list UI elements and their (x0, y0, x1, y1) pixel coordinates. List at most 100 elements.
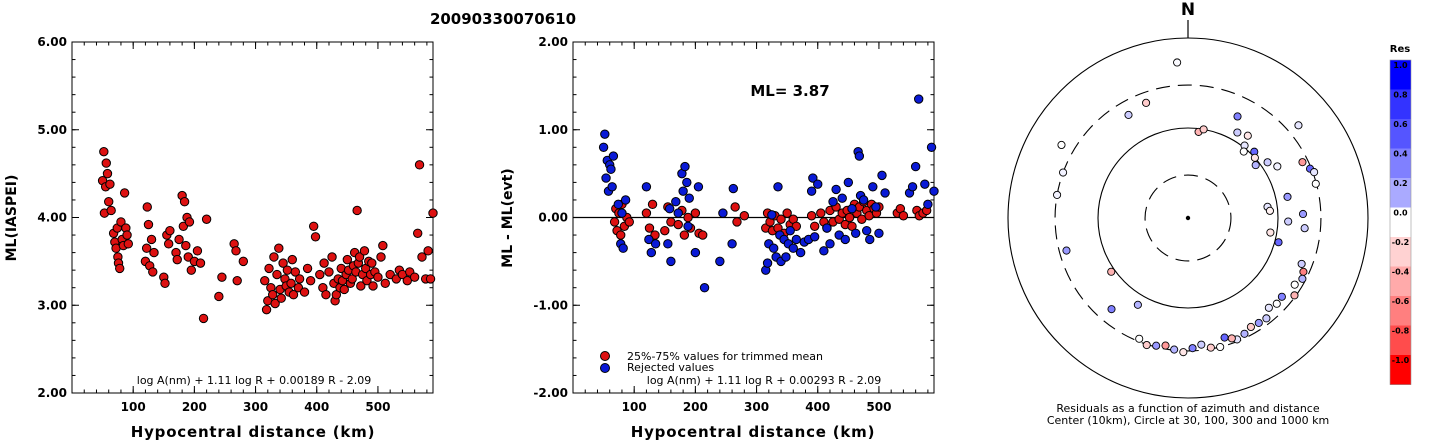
x-tick-label: 300 (744, 400, 769, 414)
data-point (267, 290, 278, 300)
residual-point (1298, 274, 1307, 283)
data-point (730, 202, 740, 212)
data-point (782, 208, 792, 218)
colorbar-swatch (1390, 119, 1411, 149)
data-point (768, 243, 779, 253)
data-point (122, 230, 132, 240)
colorbar-frame (1389, 59, 1412, 385)
data-point (270, 298, 280, 309)
data-point (831, 184, 841, 195)
y-tick-label: 2.00 (37, 386, 67, 400)
y-tick-label: 6.00 (37, 35, 67, 49)
data-point (683, 221, 693, 231)
data-point (601, 173, 611, 183)
data-point (843, 177, 854, 188)
center-point (1185, 215, 1191, 221)
data-point (294, 274, 305, 284)
data-point (608, 151, 619, 161)
data-point (378, 240, 388, 251)
data-point (684, 193, 694, 203)
data-point (600, 129, 610, 139)
data-point (308, 221, 319, 231)
data-point (101, 158, 111, 168)
data-point (646, 247, 657, 258)
data-point (198, 313, 209, 324)
data-point (179, 197, 190, 207)
y-tick-label: 4.00 (37, 211, 67, 225)
colorbar-tick-label: -1.0 (1392, 356, 1410, 365)
data-point (217, 272, 227, 282)
data-point (186, 265, 197, 275)
data-point (690, 247, 701, 258)
data-point (278, 258, 288, 268)
data-point (184, 217, 195, 227)
colorbar-tick-label: 1.0 (1393, 61, 1408, 70)
data-point (260, 275, 270, 286)
colorbar-tick-label: 0.2 (1393, 179, 1407, 188)
colorbar-swatch (1390, 60, 1411, 90)
residual-point (1197, 340, 1206, 349)
data-point (624, 217, 634, 227)
data-point (380, 278, 390, 289)
data-point (809, 221, 820, 231)
data-point (272, 269, 282, 280)
data-point (302, 263, 313, 274)
data-point (376, 252, 386, 262)
residual-point (1266, 228, 1275, 237)
data-point (425, 274, 436, 284)
data-point (356, 281, 366, 291)
colorbar-swatch (1390, 89, 1411, 120)
data-point (315, 269, 325, 280)
data-point (148, 267, 158, 277)
data-point (146, 234, 157, 245)
data-point (321, 290, 331, 300)
residual-point (1170, 345, 1179, 354)
data-point (119, 188, 130, 198)
residual-point (1283, 192, 1292, 201)
data-point (269, 252, 279, 262)
data-point (231, 246, 241, 256)
data-point (287, 254, 297, 265)
data-point (414, 160, 425, 170)
data-point (828, 197, 838, 207)
residual-point (1250, 153, 1259, 162)
data-point (857, 214, 867, 224)
data-point (682, 177, 692, 188)
distance-ring-300km (1054, 84, 1322, 352)
data-point (776, 214, 786, 224)
data-point (698, 230, 708, 240)
data-point (861, 225, 872, 236)
distance-ring-1000km (1007, 37, 1369, 399)
data-point (728, 183, 739, 194)
x-tick-label: 200 (683, 400, 708, 414)
colorbar-swatch (1390, 296, 1411, 326)
data-point (342, 254, 353, 265)
data-point (598, 142, 609, 153)
data-point (929, 186, 939, 196)
data-point (319, 258, 329, 268)
data-point (352, 205, 362, 216)
data-point (673, 208, 683, 218)
data-point (327, 252, 337, 262)
data-point (195, 258, 206, 268)
data-point (809, 232, 820, 242)
colorbar-tick-label: 0.0 (1393, 209, 1408, 218)
data-point (727, 239, 737, 249)
residual-point (1246, 322, 1255, 332)
residual-point (1142, 340, 1151, 350)
data-point (877, 170, 887, 181)
data-point (620, 195, 631, 205)
y-tick-label: 1.00 (538, 123, 568, 137)
chart2-ylabel: ML - ML(evt) (500, 168, 516, 267)
y-tick-label: 5.00 (37, 123, 67, 137)
residual-point (1290, 291, 1299, 300)
distance-ring-100km (1097, 127, 1279, 309)
data-point (149, 247, 159, 258)
data-point (282, 265, 293, 275)
residual-point (1053, 190, 1062, 199)
data-point (606, 164, 616, 174)
residual-point (1254, 318, 1263, 327)
data-point (428, 208, 438, 218)
plot-frame (71, 41, 434, 394)
data-point (762, 258, 773, 268)
